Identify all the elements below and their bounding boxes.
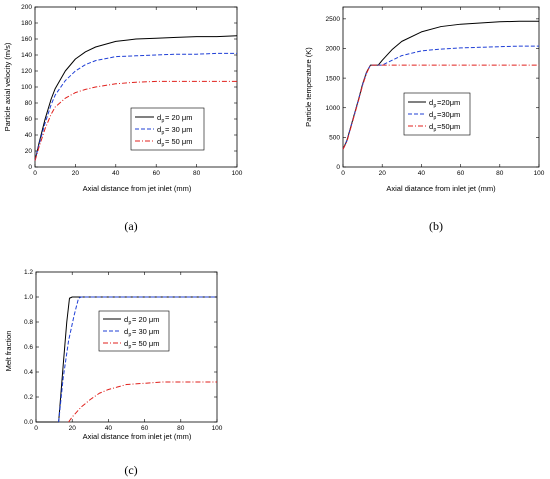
legend-sub: p [162, 130, 165, 136]
plot-c: 0 20 40 60 80 100 0.0 0.2 0.4 0.6 0.8 1.0 1.2 [24, 269, 223, 432]
legend-text-20: = 20 μm [165, 113, 192, 122]
legend-sub: p [162, 118, 165, 124]
series-line [342, 64, 539, 150]
y-tick-label: 80 [25, 100, 33, 107]
panel-c-xlabel: Axial distance from inlet jet (mm) [83, 432, 192, 441]
legend-sub: p [434, 103, 437, 109]
y-tick-label: 0.8 [24, 319, 33, 326]
panel-c: 0 20 40 60 80 100 0.0 0.2 0.4 0.6 0.8 1.0 1.2 Axial … [4, 269, 223, 477]
legend-text-50: = 50 μm [132, 339, 159, 348]
x-tick-label: 40 [105, 425, 113, 432]
legend-text-30: = 30 μm [132, 327, 159, 336]
legend-sub: p [434, 115, 437, 121]
panel-a-ylabel: Particle axial velocity (m/s) [3, 42, 12, 131]
y-tick-label: 120 [21, 68, 32, 75]
y-tick-label: 20 [25, 148, 33, 155]
y-tick-label: 0 [336, 164, 340, 171]
legend-text-30: = 30 μm [165, 125, 192, 134]
plot-frame [342, 6, 540, 168]
y-tick-label: 0 [28, 164, 32, 171]
legend-text-20: = 20 μm [132, 315, 159, 324]
panel-c-ylabel: Melt fraction [4, 331, 13, 372]
legend-d: d [157, 113, 161, 122]
y-tick-label: 2500 [326, 16, 341, 23]
panel-c-label: (c) [124, 463, 137, 477]
panel-c-legend: d p = 20 μm d p = 30 μm d p = 50 μm [98, 310, 170, 352]
x-tick-label: 0 [33, 170, 37, 177]
x-tick-label: 100 [232, 170, 243, 177]
legend-text-20: =20μm [437, 98, 460, 107]
y-tick-label: 180 [21, 20, 32, 27]
legend-d: d [124, 339, 128, 348]
y-tick-label: 1000 [326, 105, 341, 112]
series-line [58, 296, 217, 423]
panel-a-legend: d p = 20 μm d p = 30 μm d p = 50 μm [130, 107, 205, 151]
y-tick-label: 0.6 [24, 344, 33, 351]
panel-b-xlabel: Axial diatance from inlet jet (mm) [386, 184, 496, 193]
legend-sub: p [129, 332, 132, 338]
legend-d: d [157, 125, 161, 134]
y-tick-label: 500 [329, 135, 340, 142]
legend-d: d [124, 327, 128, 336]
x-tick-label: 100 [212, 425, 223, 432]
x-tick-label: 0 [34, 425, 38, 432]
y-tick-label: 140 [21, 52, 32, 59]
series-line [68, 381, 217, 423]
legend-text-30: =30μm [437, 110, 460, 119]
x-tick-label: 20 [379, 170, 387, 177]
y-tick-label: 200 [21, 4, 32, 11]
y-tick-label: 60 [25, 116, 33, 123]
legend-sub: p [129, 344, 132, 350]
x-tick-label: 20 [72, 170, 80, 177]
y-tick-label: 2000 [326, 46, 341, 53]
legend-d: d [124, 315, 128, 324]
series-line [34, 52, 237, 161]
x-tick-label: 80 [496, 170, 504, 177]
y-tick-label: 0.0 [24, 419, 33, 426]
x-tick-label: 40 [418, 170, 426, 177]
legend-sub: p [434, 127, 437, 133]
panel-a-xlabel: Axial distance from jet inlet (mm) [83, 184, 192, 193]
y-tick-label: 1.2 [24, 269, 33, 276]
plot-a: 0 20 40 60 80 100 0 20 40 60 80 100 120 140 160 180 200 [21, 4, 243, 177]
y-tick-label: 0.2 [24, 394, 33, 401]
x-tick-label: 100 [534, 170, 545, 177]
x-tick-label: 60 [153, 170, 161, 177]
y-tick-label: 160 [21, 36, 32, 43]
panel-b-legend: d p =20μm d p =30μm d p =50μm [403, 92, 471, 136]
x-tick-label: 0 [341, 170, 345, 177]
panel-a-label: (a) [124, 219, 137, 233]
x-tick-label: 40 [112, 170, 120, 177]
legend-d: d [157, 137, 161, 146]
x-tick-label: 80 [177, 425, 185, 432]
legend-text-50: =50μm [437, 122, 460, 131]
x-tick-label: 60 [457, 170, 465, 177]
panel-a: 0 20 40 60 80 100020406080100120140160180200 … [3, 4, 243, 233]
legend-sub: p [129, 320, 132, 326]
series-line [36, 296, 217, 423]
y-tick-label: 1.0 [24, 294, 33, 301]
legend-d: d [429, 110, 433, 119]
x-tick-label: 80 [193, 170, 201, 177]
y-tick-label: 100 [21, 84, 32, 91]
legend-sub: p [162, 142, 165, 148]
legend-text-50: = 50 μm [165, 137, 192, 146]
x-tick-label: 60 [141, 425, 149, 432]
series-line [342, 45, 539, 150]
legend-d: d [429, 122, 433, 131]
series-line [34, 80, 237, 161]
panel-b-ylabel: Particle temperature (K) [304, 47, 313, 127]
y-tick-label: 1500 [326, 75, 341, 82]
panel-b-label: (b) [429, 219, 443, 233]
x-tick-label: 20 [69, 425, 77, 432]
legend-d: d [429, 98, 433, 107]
y-tick-label: 40 [25, 132, 33, 139]
y-tick-label: 0.4 [24, 369, 33, 376]
series-line [34, 35, 238, 161]
